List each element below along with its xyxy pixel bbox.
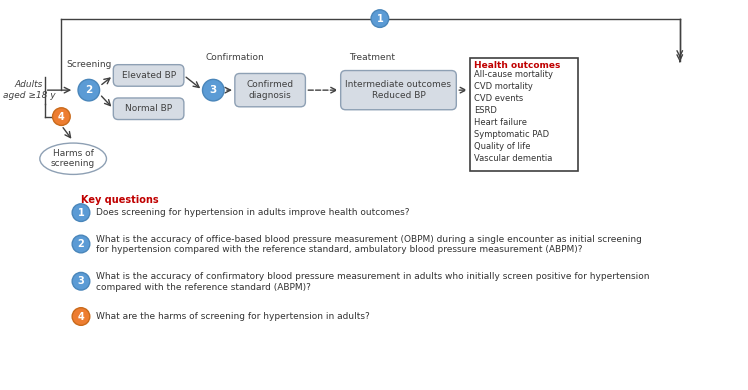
Text: 4: 4 <box>58 112 65 122</box>
FancyBboxPatch shape <box>235 73 305 107</box>
Text: All-cause mortality: All-cause mortality <box>474 70 553 79</box>
Text: Confirmation: Confirmation <box>206 53 264 62</box>
Text: 3: 3 <box>209 85 217 95</box>
Text: 4: 4 <box>78 312 85 321</box>
FancyBboxPatch shape <box>340 71 456 110</box>
Text: Does screening for hypertension in adults improve health outcomes?: Does screening for hypertension in adult… <box>96 208 409 217</box>
Text: What is the accuracy of office-based blood pressure measurement (OBPM) during a : What is the accuracy of office-based blo… <box>96 235 642 244</box>
Text: compared with the reference standard (ABPM)?: compared with the reference standard (AB… <box>96 283 310 292</box>
Text: Vascular dementia: Vascular dementia <box>474 154 552 163</box>
FancyBboxPatch shape <box>113 65 184 86</box>
Circle shape <box>72 273 90 290</box>
Text: Heart failure: Heart failure <box>474 118 527 127</box>
Text: CVD events: CVD events <box>474 94 523 103</box>
Text: What are the harms of screening for hypertension in adults?: What are the harms of screening for hype… <box>96 312 370 321</box>
Text: Intermediate outcomes
Reduced BP: Intermediate outcomes Reduced BP <box>346 80 452 100</box>
Text: 2: 2 <box>78 239 85 249</box>
Text: Health outcomes: Health outcomes <box>474 61 560 70</box>
Circle shape <box>72 235 90 253</box>
Text: 3: 3 <box>78 276 85 286</box>
Text: 1: 1 <box>78 207 85 218</box>
Ellipse shape <box>40 143 106 174</box>
Circle shape <box>72 308 90 325</box>
FancyBboxPatch shape <box>470 58 578 170</box>
Circle shape <box>78 79 99 101</box>
Text: Key questions: Key questions <box>81 195 159 205</box>
Text: What is the accuracy of confirmatory blood pressure measurement in adults who in: What is the accuracy of confirmatory blo… <box>96 272 649 281</box>
Text: for hypertension compared with the reference standard, ambulatory blood pressure: for hypertension compared with the refer… <box>96 245 582 254</box>
Text: Normal BP: Normal BP <box>125 104 172 113</box>
Text: Symptomatic PAD: Symptomatic PAD <box>474 130 549 139</box>
Text: Quality of life: Quality of life <box>474 142 530 151</box>
Text: Confirmed
diagnosis: Confirmed diagnosis <box>247 80 294 100</box>
Text: Treatment: Treatment <box>349 53 395 62</box>
Circle shape <box>52 108 70 126</box>
Text: Adults
aged ≥18 y: Adults aged ≥18 y <box>3 80 55 100</box>
Text: Elevated BP: Elevated BP <box>121 71 176 80</box>
Text: 2: 2 <box>85 85 93 95</box>
Text: Screening: Screening <box>66 60 111 69</box>
Text: CVD mortality: CVD mortality <box>474 82 533 91</box>
Text: 1: 1 <box>376 14 383 24</box>
Circle shape <box>203 79 224 101</box>
FancyBboxPatch shape <box>113 98 184 120</box>
Circle shape <box>72 204 90 222</box>
Circle shape <box>371 10 389 27</box>
Text: ESRD: ESRD <box>474 106 497 115</box>
Text: Harms of
screening: Harms of screening <box>51 149 95 168</box>
